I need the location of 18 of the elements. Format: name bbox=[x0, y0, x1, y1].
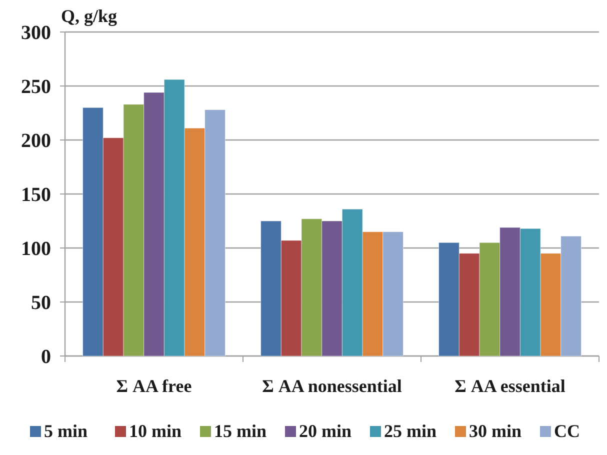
x-tick-label: Σ AA free bbox=[116, 376, 192, 396]
legend-label: 30 min bbox=[469, 421, 522, 441]
y-axis-title: Q, g/kg bbox=[61, 6, 118, 26]
legend-label: CC bbox=[554, 421, 580, 441]
y-tick-label: 150 bbox=[21, 184, 51, 206]
y-tick-label: 200 bbox=[21, 130, 51, 152]
legend-label: 25 min bbox=[384, 421, 437, 441]
legend-label: 5 min bbox=[44, 421, 88, 441]
legend-label: 20 min bbox=[299, 421, 352, 441]
y-tick-label: 100 bbox=[21, 238, 51, 260]
y-tick-label: 50 bbox=[31, 292, 51, 314]
legend-label: 15 min bbox=[214, 421, 267, 441]
legend-label: 10 min bbox=[129, 421, 182, 441]
y-tick-label: 250 bbox=[21, 76, 51, 98]
x-tick-label: Σ AA essential bbox=[454, 376, 566, 396]
y-tick-label: 300 bbox=[21, 22, 51, 44]
x-tick-label: Σ AA nonessential bbox=[262, 376, 402, 396]
y-tick-label: 0 bbox=[41, 346, 51, 368]
